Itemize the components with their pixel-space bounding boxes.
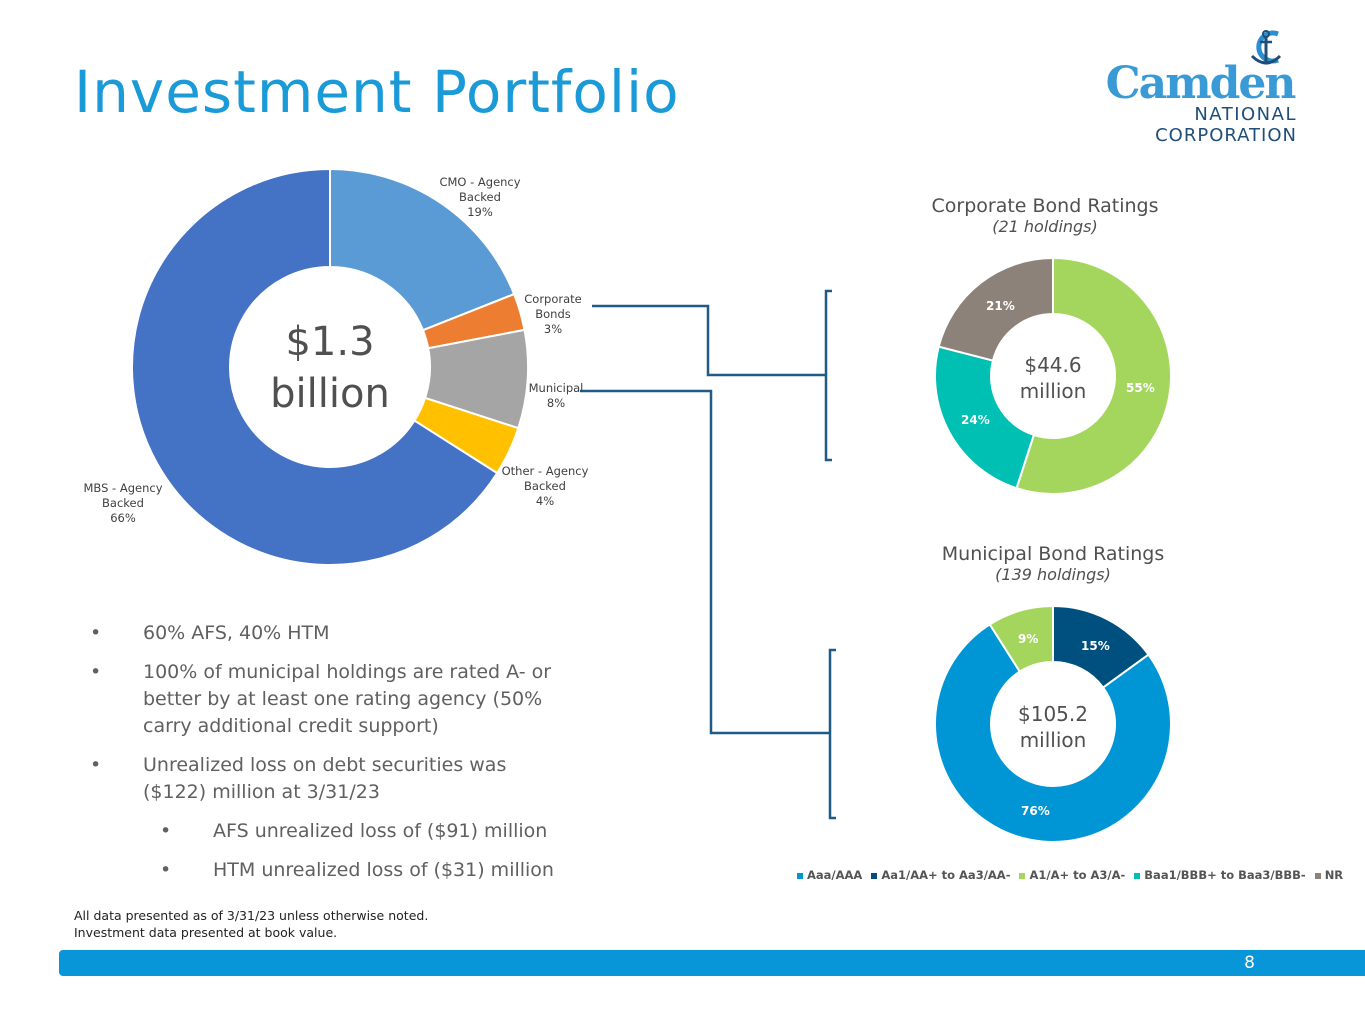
connector-corporate [592,304,826,377]
bullet-item: • Unrealized loss on debt securities was … [90,754,507,803]
logo-name: Camden [1106,58,1296,109]
connector-lines [580,289,836,820]
svg-text:NATIONAL: NATIONAL [1194,104,1297,125]
portfolio-slice-0 [329,167,516,332]
footer-bar [59,950,1365,976]
page-number: 8 [1244,953,1255,973]
label-other: Other - Agency Backed 4% [501,464,589,508]
municipal-pct-aaa: 76% [1021,804,1050,818]
label-mbs: MBS - Agency Backed 66% [83,481,163,525]
label-corporate: Corporate Bonds 3% [524,292,582,336]
page-title: Investment Portfolio [74,58,680,126]
municipal-pct-a: 9% [1018,632,1039,646]
corporate-title: Corporate Bond Ratings (21 holdings) [931,195,1159,236]
corporate-pct-baa: 24% [961,413,990,427]
portfolio-slice-4 [131,167,499,566]
municipal-slice-2 [988,604,1054,674]
corporate-center-total: $44.6 million [1019,353,1087,403]
bracket-municipal [828,648,836,820]
corporate-donut [934,256,1172,495]
main-center-total: $1.3 billion [270,319,390,417]
ratings-legend: Aaa/AAA Aa1/AA+ to Aa3/AA- A1/A+ to A3/A… [797,868,1343,882]
label-municipal: Municipal 8% [528,381,584,410]
sub-bullet-item: • HTM unrealized loss of ($31) million [160,859,554,881]
bullet-item: • 60% AFS, 40% HTM [90,622,330,644]
legend-item: Aaa/AAA [797,868,862,882]
legend-item: NR [1314,868,1343,882]
sub-bullet-item: • AFS unrealized loss of ($91) million [160,820,548,842]
legend-item: A1/A+ to A3/A- [1019,868,1125,882]
connector-municipal [580,389,830,735]
footnote: All data presented as of 3/31/23 unless … [74,908,429,940]
bracket-corporate [824,289,832,462]
municipal-title: Municipal Bond Ratings (139 holdings) [941,543,1165,584]
main-donut [131,167,529,566]
municipal-pct-aa: 15% [1081,639,1110,653]
corporate-slice-2 [937,256,1054,362]
corporate-slice-0 [1015,256,1172,495]
label-cmo: CMO - Agency Backed 19% [439,175,521,219]
municipal-center-total: $105.2 million [1018,702,1088,752]
corporate-slice-1 [934,345,1036,490]
svg-text:CORPORATION: CORPORATION [1155,125,1297,146]
municipal-donut [934,604,1172,844]
camden-logo: Camden NATIONAL CORPORATION [1106,30,1297,146]
corporate-pct-nr: 21% [986,299,1015,313]
corporate-pct-a: 55% [1126,381,1155,395]
municipal-slice-1 [934,622,1172,844]
legend-item: Baa1/BBB+ to Baa3/BBB- [1134,868,1306,882]
legend-item: Aa1/AA+ to Aa3/AA- [871,868,1010,882]
bullet-item: • 100% of municipal holdings are rated A-… [90,661,552,737]
